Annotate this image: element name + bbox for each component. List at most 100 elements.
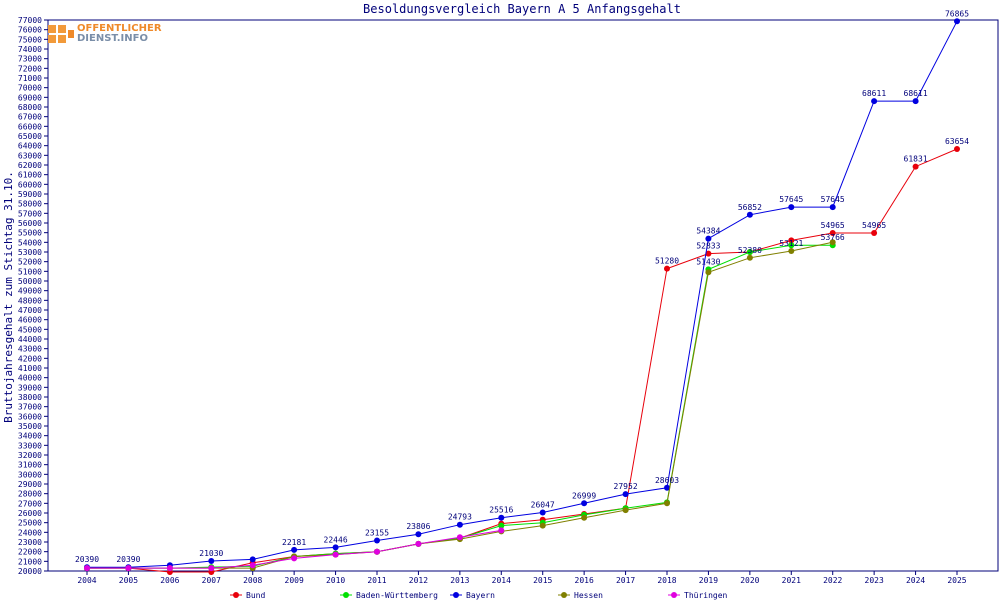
data-point-baden-w-rttemberg — [746, 249, 753, 255]
data-point-bayern — [498, 514, 505, 521]
data-point-bayern — [415, 531, 422, 538]
y-tick-label: 77000 — [18, 16, 42, 25]
data-point-th-ringen — [374, 548, 380, 555]
y-tick-label: 75000 — [18, 35, 42, 44]
chart-title: Besoldungsvergleich Bayern A 5 Anfangsge… — [363, 2, 681, 16]
y-tick-label: 45000 — [18, 325, 42, 334]
logo-icon — [48, 25, 74, 43]
plot-border — [47, 19, 999, 572]
data-label-bayern: 57645 — [821, 195, 845, 204]
y-tick-label: 37000 — [18, 403, 42, 412]
site-logo: OFFENTLICHER DIENST.INFO — [48, 22, 162, 46]
data-point-bund — [664, 265, 670, 272]
data-point-th-ringen — [84, 565, 90, 572]
data-point-bund — [871, 230, 878, 236]
legend-marker — [561, 592, 567, 598]
x-tick-label: 2019 — [699, 576, 718, 585]
x-tick-label: 2008 — [243, 576, 262, 585]
data-point-bayern — [954, 18, 960, 25]
y-tick-label: 65000 — [18, 132, 42, 141]
y-tick-label: 21000 — [18, 557, 42, 566]
x-tick-label: 2011 — [367, 576, 386, 585]
legend-label: Baden-Württemberg — [356, 591, 438, 600]
y-tick-label: 66000 — [18, 122, 42, 131]
data-label-bayern: 20390 — [116, 555, 140, 564]
data-point-bayern — [912, 98, 919, 105]
data-point-bayern — [456, 521, 463, 528]
data-point-th-ringen — [249, 562, 256, 569]
data-label-bund: 63654 — [945, 137, 969, 146]
y-tick-label: 54000 — [18, 238, 42, 247]
data-point-hessen — [746, 254, 753, 261]
y-tick-label: 28000 — [18, 490, 42, 499]
data-point-hessen — [581, 514, 588, 521]
data-point-th-ringen — [498, 527, 505, 534]
data-label-bayern: 22181 — [282, 538, 306, 547]
x-tick-label: 2005 — [119, 576, 138, 585]
y-tick-label: 74000 — [18, 45, 42, 54]
y-tick-label: 52000 — [18, 258, 42, 267]
data-point-bayern — [374, 537, 380, 544]
legend: Bund Baden-Württemberg Bayern Hessen Thüring… — [230, 591, 728, 600]
data-point-hessen — [829, 239, 836, 246]
data-point-bayern — [539, 509, 546, 516]
y-tick-label: 72000 — [18, 64, 42, 73]
data-point-hessen — [788, 248, 795, 254]
y-tick-label: 34000 — [18, 432, 42, 441]
y-tick-label: 42000 — [18, 354, 42, 363]
y-tick-label: 43000 — [18, 345, 42, 354]
data-label-bund: 61831 — [904, 155, 928, 164]
y-tick-label: 73000 — [18, 55, 42, 64]
data-label-bayern: 21030 — [199, 549, 223, 558]
data-label-bayern: 22446 — [324, 535, 348, 544]
logo-line-1: OFFENTLICHER — [77, 23, 162, 34]
data-label-hessen: 53121 — [779, 239, 803, 248]
y-tick-label: 59000 — [18, 190, 42, 199]
data-point-bayern — [746, 211, 753, 218]
data-point-th-ringen — [456, 534, 463, 541]
y-tick-label: 60000 — [18, 180, 42, 189]
data-point-bayern — [208, 558, 215, 564]
x-tick-label: 2025 — [947, 576, 966, 585]
y-tick-label: 44000 — [18, 335, 42, 344]
data-point-th-ringen — [125, 565, 132, 572]
data-point-bayern — [788, 204, 795, 211]
data-point-bayern — [664, 484, 670, 491]
x-tick-label: 2012 — [409, 576, 428, 585]
y-tick-label: 53000 — [18, 248, 42, 257]
y-axis: 2000021000220002300024000250002600027000… — [18, 16, 48, 576]
data-point-bayern — [332, 544, 339, 551]
data-labels: 51280 52833 54965 54965 61831 63654 51430 53766… — [75, 9, 969, 564]
data-label-bayern: 28603 — [655, 476, 679, 485]
data-point-th-ringen — [332, 551, 339, 558]
y-tick-label: 51000 — [18, 267, 42, 276]
data-point-baden-w-rttemberg — [788, 242, 795, 249]
x-tick-label: 2020 — [740, 576, 759, 585]
y-tick-label: 57000 — [18, 209, 42, 218]
data-label-hessen: 52380 — [738, 246, 762, 255]
data-point-bayern — [829, 204, 836, 211]
y-tick-label: 41000 — [18, 364, 42, 373]
y-tick-label: 20000 — [18, 567, 42, 576]
y-tick-label: 64000 — [18, 142, 42, 151]
y-tick-label: 26000 — [18, 509, 42, 518]
series-line-bund — [87, 148, 958, 573]
data-label-bayern: 76865 — [945, 9, 969, 18]
y-tick-label: 35000 — [18, 422, 42, 431]
y-tick-label: 67000 — [18, 113, 42, 122]
y-tick-label: 38000 — [18, 393, 42, 402]
y-tick-label: 39000 — [18, 383, 42, 392]
x-tick-label: 2006 — [160, 576, 179, 585]
y-tick-label: 33000 — [18, 441, 42, 450]
data-point-bayern — [705, 235, 712, 242]
y-axis-label: Bruttojahresgehalt zum Stichtag 31.10. — [2, 171, 15, 423]
y-tick-label: 70000 — [18, 84, 42, 93]
legend-label: Hessen — [574, 591, 603, 600]
y-tick-label: 40000 — [18, 374, 42, 383]
data-label-bayern: 25516 — [489, 506, 513, 515]
data-label-bayern: 68611 — [904, 89, 928, 98]
y-tick-label: 76000 — [18, 26, 42, 35]
x-tick-label: 2004 — [77, 576, 96, 585]
y-tick-label: 23000 — [18, 538, 42, 547]
x-tick-label: 2016 — [575, 576, 594, 585]
